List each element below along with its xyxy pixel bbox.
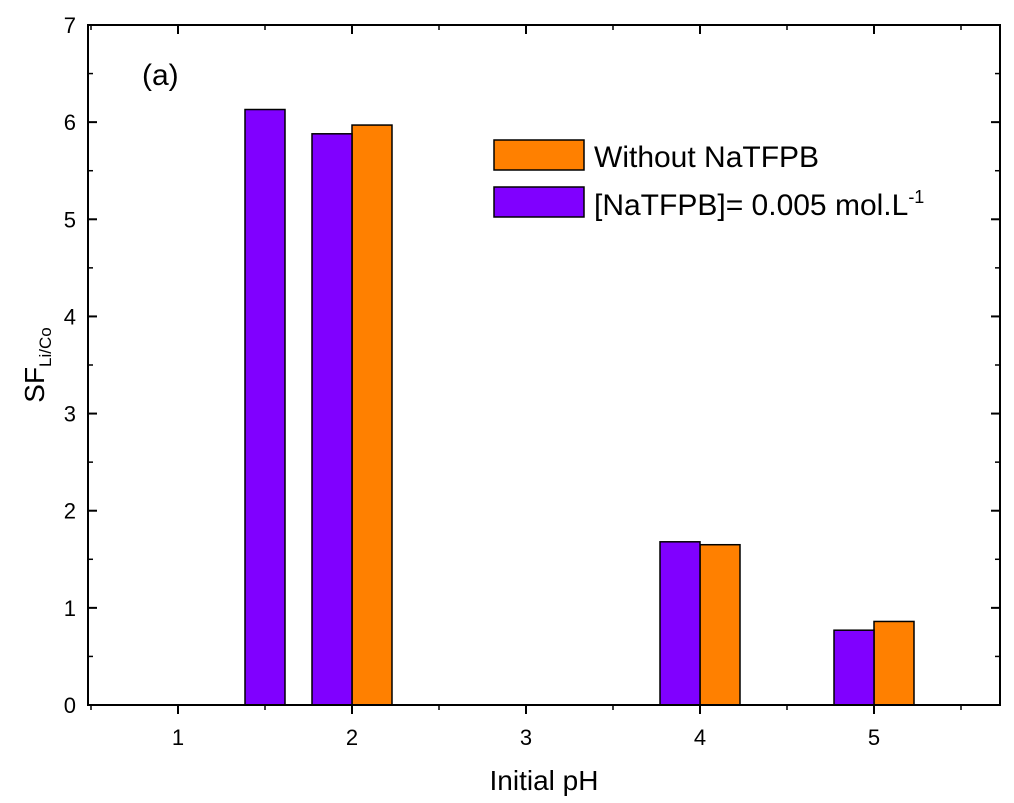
bar-series1-3 xyxy=(833,629,875,706)
y-tick-label-3: 3 xyxy=(64,402,76,427)
legend-label-natfpb-main: [NaTFPB]= 0.005 mol.L xyxy=(594,189,908,222)
x-axis-title: Initial pH xyxy=(490,765,599,796)
bars-layer xyxy=(244,108,915,706)
x-tick-label-2: 3 xyxy=(520,725,532,750)
y-tick-label-2: 2 xyxy=(64,499,76,524)
y-axis-title: SFLi/Co xyxy=(19,327,55,402)
legend-swatch-natfpb xyxy=(493,186,585,218)
plot-frame xyxy=(87,24,1001,706)
x-tick-label-3: 4 xyxy=(694,725,706,750)
bar-series0-0 xyxy=(351,124,393,706)
ticks-layer: 0 1 2 3 4 5 6 7 1 2 3 4 5 xyxy=(64,13,1000,750)
annotation-label: (a) xyxy=(142,59,179,92)
bar-series0-1 xyxy=(699,543,741,706)
legend-label-without: Without NaTFPB xyxy=(594,141,819,174)
y-tick-label-5: 5 xyxy=(64,207,76,232)
y-axis-title-main: SF xyxy=(19,367,50,403)
x-tick-label-1: 2 xyxy=(346,725,358,750)
y-tick-label-6: 6 xyxy=(64,110,76,135)
legend-label-natfpb: [NaTFPB]= 0.005 mol.L-1 xyxy=(594,187,924,222)
y-tick-label-1: 1 xyxy=(64,596,76,621)
bar-series1-0 xyxy=(244,108,286,706)
bar-series0-2 xyxy=(873,620,915,706)
y-tick-label-7: 7 xyxy=(64,13,76,38)
legend-label-natfpb-sup: -1 xyxy=(908,187,924,207)
bar-series1-1 xyxy=(311,133,353,706)
x-tick-label-4: 5 xyxy=(868,725,880,750)
y-tick-label-0: 0 xyxy=(64,693,76,718)
legend: Without NaTFPB [NaTFPB]= 0.005 mol.L-1 xyxy=(493,139,924,222)
x-tick-label-0: 1 xyxy=(172,725,184,750)
bar-series1-2 xyxy=(659,541,701,706)
legend-swatch-without xyxy=(493,139,585,171)
y-tick-label-4: 4 xyxy=(64,304,76,329)
y-axis-title-sub: Li/Co xyxy=(36,327,55,367)
